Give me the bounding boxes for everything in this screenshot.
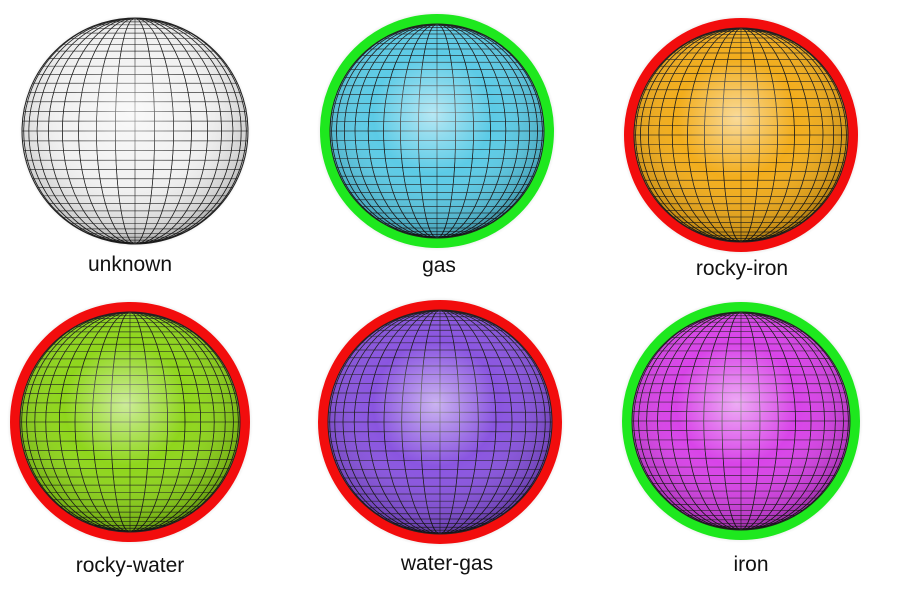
planet-label-rocky-iron: rocky-iron: [695, 257, 789, 280]
planet-rocky-water: [7, 299, 253, 545]
planet-label-rocky-water: rocky-water: [75, 554, 185, 577]
planet-label-iron: iron: [733, 553, 769, 576]
planet-unknown: [19, 15, 251, 247]
planet-water-gas: [315, 297, 565, 547]
planet-label-unknown: unknown: [87, 253, 173, 276]
planet-label-gas: gas: [422, 254, 456, 277]
planet-label-water-gas: water-gas: [400, 552, 494, 575]
planet-gas: [317, 11, 557, 251]
planet-iron: [619, 299, 863, 543]
planet-rocky-iron: [621, 15, 861, 255]
